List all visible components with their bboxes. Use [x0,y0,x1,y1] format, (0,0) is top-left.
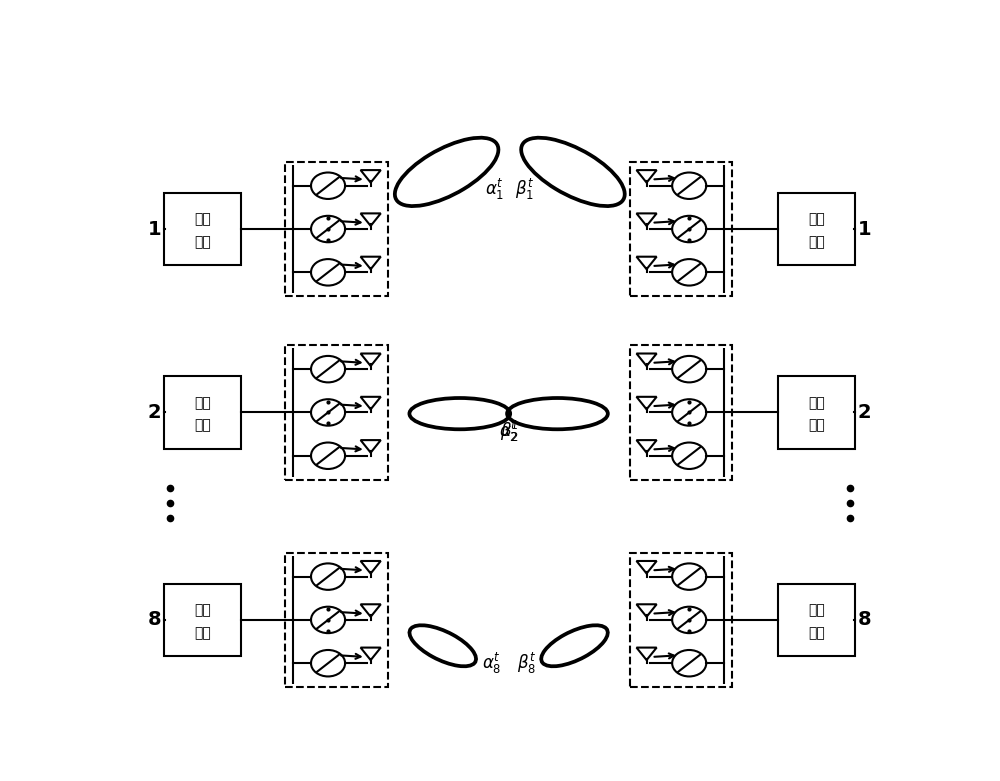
Text: 1: 1 [858,219,871,238]
FancyBboxPatch shape [285,553,388,687]
Text: 8: 8 [858,611,871,629]
Bar [164,584,241,656]
Text: $\alpha_{2}^{t}$: $\alpha_{2}^{t}$ [499,419,518,444]
Text: 链路: 链路 [194,235,211,249]
Bar [778,584,855,656]
Text: 链路: 链路 [808,626,825,640]
FancyBboxPatch shape [285,162,388,296]
Text: 2: 2 [148,403,161,422]
Text: 链路: 链路 [808,419,825,433]
Text: $\beta_{1}^{t}$: $\beta_{1}^{t}$ [515,177,534,202]
Bar [164,193,241,265]
Text: $\alpha_{8}^{t}$: $\alpha_{8}^{t}$ [482,651,501,676]
Text: 射频: 射频 [194,212,211,226]
Text: 8: 8 [148,611,161,629]
Text: 射频: 射频 [808,604,825,618]
Text: 链路: 链路 [808,235,825,249]
Text: 射频: 射频 [194,396,211,410]
Text: $\alpha_{1}^{t}$: $\alpha_{1}^{t}$ [485,177,505,202]
Text: 射频: 射频 [808,212,825,226]
Bar [778,376,855,448]
FancyBboxPatch shape [630,553,732,687]
Text: 射频: 射频 [194,604,211,618]
Text: $\beta_{8}^{t}$: $\beta_{8}^{t}$ [517,651,536,676]
Text: 链路: 链路 [194,419,211,433]
Text: 射频: 射频 [808,396,825,410]
Bar [164,376,241,448]
Text: $\beta_{2}^{t}$: $\beta_{2}^{t}$ [500,419,519,444]
Bar [778,193,855,265]
Text: 1: 1 [148,219,161,238]
FancyBboxPatch shape [630,345,732,480]
Text: 2: 2 [858,403,871,422]
Text: 链路: 链路 [194,626,211,640]
FancyBboxPatch shape [285,345,388,480]
FancyBboxPatch shape [630,162,732,296]
